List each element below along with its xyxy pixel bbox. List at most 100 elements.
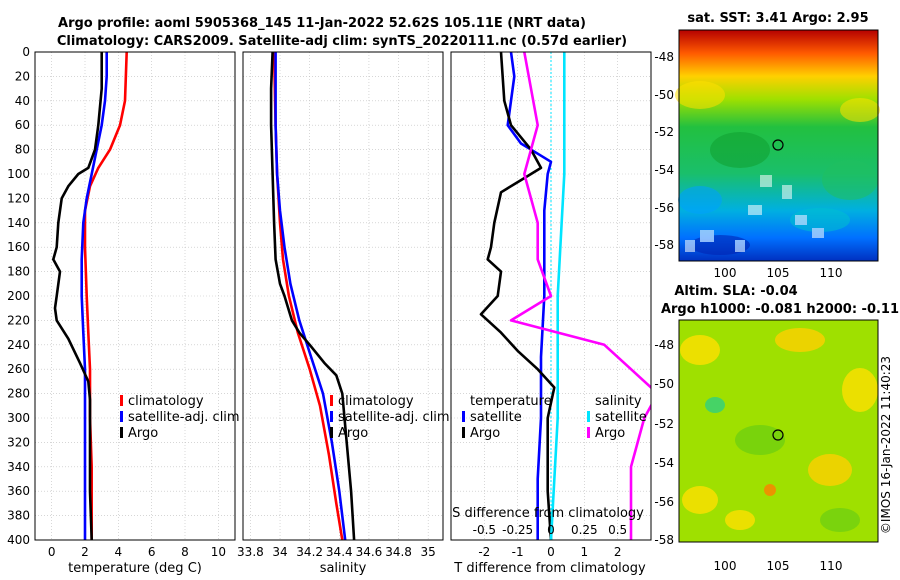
difference-xlabel: T difference from climatology [453, 561, 646, 576]
sla-ytick: -56 [654, 495, 674, 509]
sal-diff-tick-label: -0.5 [473, 523, 496, 537]
legend-label-satellite: satellite-adj. clim [338, 410, 450, 425]
x-tick-label: 34.8 [385, 545, 412, 559]
salinity-difference-tick-labels: -0.5 -0.25 0 0.25 0.5 [473, 523, 628, 537]
legend-swatch-argo [330, 427, 333, 438]
y-tick-label: 220 [7, 313, 30, 327]
sst-map-title: sat. SST: 3.41 Argo: 2.95 [687, 11, 868, 26]
y-tick-label: 200 [7, 289, 30, 303]
sst-map-frame [678, 29, 879, 262]
series-line-satellite-adj-clim [274, 52, 347, 540]
legend-swatch-temp-argo [462, 427, 465, 438]
sst-map-yticks: -48 -50 -52 -54 -56 -58 [654, 50, 674, 252]
temperature-panel: 0 2 4 6 8 10 0 20 40 60 80 100 120 140 160 180 200 220 24… [7, 45, 240, 576]
y-tick-label: 280 [7, 387, 30, 401]
sla-map-title-line1: Altim. SLA: -0.04 [674, 284, 797, 299]
legend-title-salinity: salinity [595, 394, 642, 409]
sst-map-field [679, 30, 878, 261]
salinity-lines [269, 52, 356, 540]
sst-ytick: -52 [654, 125, 674, 139]
series-line-temperature-argo [479, 52, 556, 540]
y-tick-label: 120 [7, 191, 30, 205]
temperature-lines [51, 52, 128, 540]
legend-swatch-satellite [330, 411, 333, 422]
salinity-axes-frame [242, 51, 444, 541]
difference-tick-labels: -2 -1 0 1 2 [478, 545, 621, 559]
legend-swatch-argo [120, 427, 123, 438]
sla-map-panel: Altim. SLA: -0.04 Argo h1000: -0.081 h20… [654, 284, 899, 573]
salinity-grid [243, 52, 443, 540]
sst-ytick: -58 [654, 238, 674, 252]
x-tick-label: 6 [148, 545, 156, 559]
legend-label-temp-argo: Argo [470, 426, 500, 441]
sla-ytick: -58 [654, 533, 674, 547]
sla-map-xticks: 100 105 110 [714, 559, 843, 573]
x-tick-label: 10 [211, 545, 226, 559]
difference-axes-frame [450, 51, 652, 541]
x-tick-label: 34.4 [326, 545, 353, 559]
sla-argo-marker [772, 429, 784, 441]
legend-swatch-sal-argo [587, 427, 590, 438]
series-line-salinity-argo [509, 52, 651, 540]
figure-title-line2: Climatology: CARS2009. Satellite-adj cli… [57, 34, 627, 49]
sla-xtick: 105 [767, 559, 790, 573]
temperature-legend: climatology satellite-adj. clim Argo [120, 394, 240, 441]
sst-xtick: 105 [767, 266, 790, 280]
y-tick-label: 300 [7, 411, 30, 425]
x-tick-label: 8 [181, 545, 189, 559]
legend-label-satellite: satellite-adj. clim [128, 410, 240, 425]
x-tick-label: 2 [614, 545, 622, 559]
legend-label-climatology: climatology [128, 394, 204, 409]
sst-xtick: 100 [714, 266, 737, 280]
salinity-panel: 33.8 34 34.2 34.4 34.6 34.8 35 salinity climat… [237, 51, 450, 576]
y-tick-label: 260 [7, 362, 30, 376]
sst-argo-marker [772, 139, 784, 151]
depth-tick-labels: 0 20 40 60 80 100 120 140 160 180 200 220 240 260 280 3… [7, 45, 30, 547]
salinity-difference-label: S difference from climatology [452, 506, 644, 521]
y-tick-label: 180 [7, 265, 30, 279]
y-tick-label: 240 [7, 338, 30, 352]
legend-title-temperature: temperature [470, 394, 552, 409]
legend-swatch-satellite [120, 411, 123, 422]
salinity-xlabel: salinity [320, 561, 367, 576]
y-tick-label: 360 [7, 484, 30, 498]
sst-map-texture [675, 81, 880, 255]
x-tick-label: 2 [81, 545, 89, 559]
sst-ytick: -48 [654, 50, 674, 64]
x-tick-label: -2 [478, 545, 490, 559]
sal-diff-tick-label: 0 [547, 523, 555, 537]
x-tick-label: 1 [581, 545, 589, 559]
x-tick-label: 0 [48, 545, 56, 559]
series-line-temperature-satellite [506, 52, 553, 540]
legend-swatch-climatology [330, 395, 333, 406]
series-line-satellite-adj-clim [80, 52, 108, 540]
sla-ytick: -48 [654, 338, 674, 352]
series-line-argo [51, 52, 103, 540]
sal-diff-tick-label: -0.25 [502, 523, 533, 537]
series-line-salinity-satellite [549, 52, 566, 540]
y-tick-label: 140 [7, 216, 30, 230]
temperature-xlabel: temperature (deg C) [68, 561, 202, 576]
sla-ytick: -52 [654, 417, 674, 431]
y-tick-label: 40 [15, 94, 30, 108]
x-tick-label: -1 [512, 545, 524, 559]
sst-ytick: -54 [654, 163, 674, 177]
temperature-tick-labels: 0 2 4 6 8 10 [48, 545, 226, 559]
salinity-tick-labels: 33.8 34 34.2 34.4 34.6 34.8 35 [237, 545, 436, 559]
sst-ytick: -56 [654, 201, 674, 215]
y-tick-label: 60 [15, 118, 30, 132]
sla-xtick: 100 [714, 559, 737, 573]
sst-map-xticks: 100 105 110 [714, 266, 843, 280]
y-tick-label: 340 [7, 460, 30, 474]
y-tick-label: 100 [7, 167, 30, 181]
sla-map-title-line2: Argo h1000: -0.081 h2000: -0.11 [661, 302, 899, 317]
y-tick-label: 20 [15, 69, 30, 83]
difference-panel: -2 -1 0 1 2 T difference from climatology S … [450, 51, 652, 576]
y-tick-label: 0 [22, 45, 30, 59]
temperature-grid [35, 52, 235, 540]
sla-map-texture [680, 328, 878, 532]
sla-xtick: 110 [820, 559, 843, 573]
x-tick-label: 34.6 [356, 545, 383, 559]
legend-label-sal-argo: Argo [595, 426, 625, 441]
sla-map-yticks: -48 -50 -52 -54 -56 -58 [654, 338, 674, 547]
